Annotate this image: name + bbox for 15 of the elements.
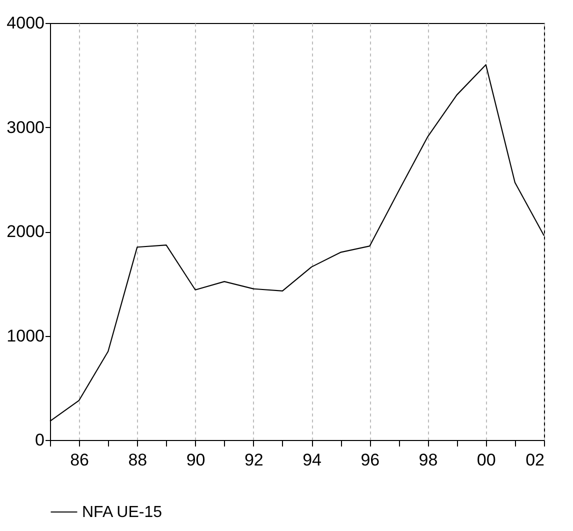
- y-tick-label: 2000: [6, 222, 44, 241]
- x-tick-label: 00: [476, 450, 496, 470]
- legend-label: NFA UE-15: [82, 504, 162, 521]
- y-tick-label: 0: [35, 430, 44, 450]
- y-tick-label: 4000: [6, 14, 44, 32]
- x-tick-label: 86: [70, 450, 90, 470]
- x-tick-label: 02: [526, 450, 544, 470]
- y-tick-label: 1000: [6, 326, 44, 346]
- x-tick-label: 90: [186, 450, 206, 470]
- x-tick-label: 98: [418, 450, 438, 470]
- x-tick-label: 88: [128, 450, 148, 470]
- x-tick-label: 96: [360, 450, 380, 470]
- y-tick-label: 3000: [6, 118, 44, 137]
- x-tick-label: 94: [302, 450, 322, 470]
- x-tick-label: 92: [244, 450, 264, 470]
